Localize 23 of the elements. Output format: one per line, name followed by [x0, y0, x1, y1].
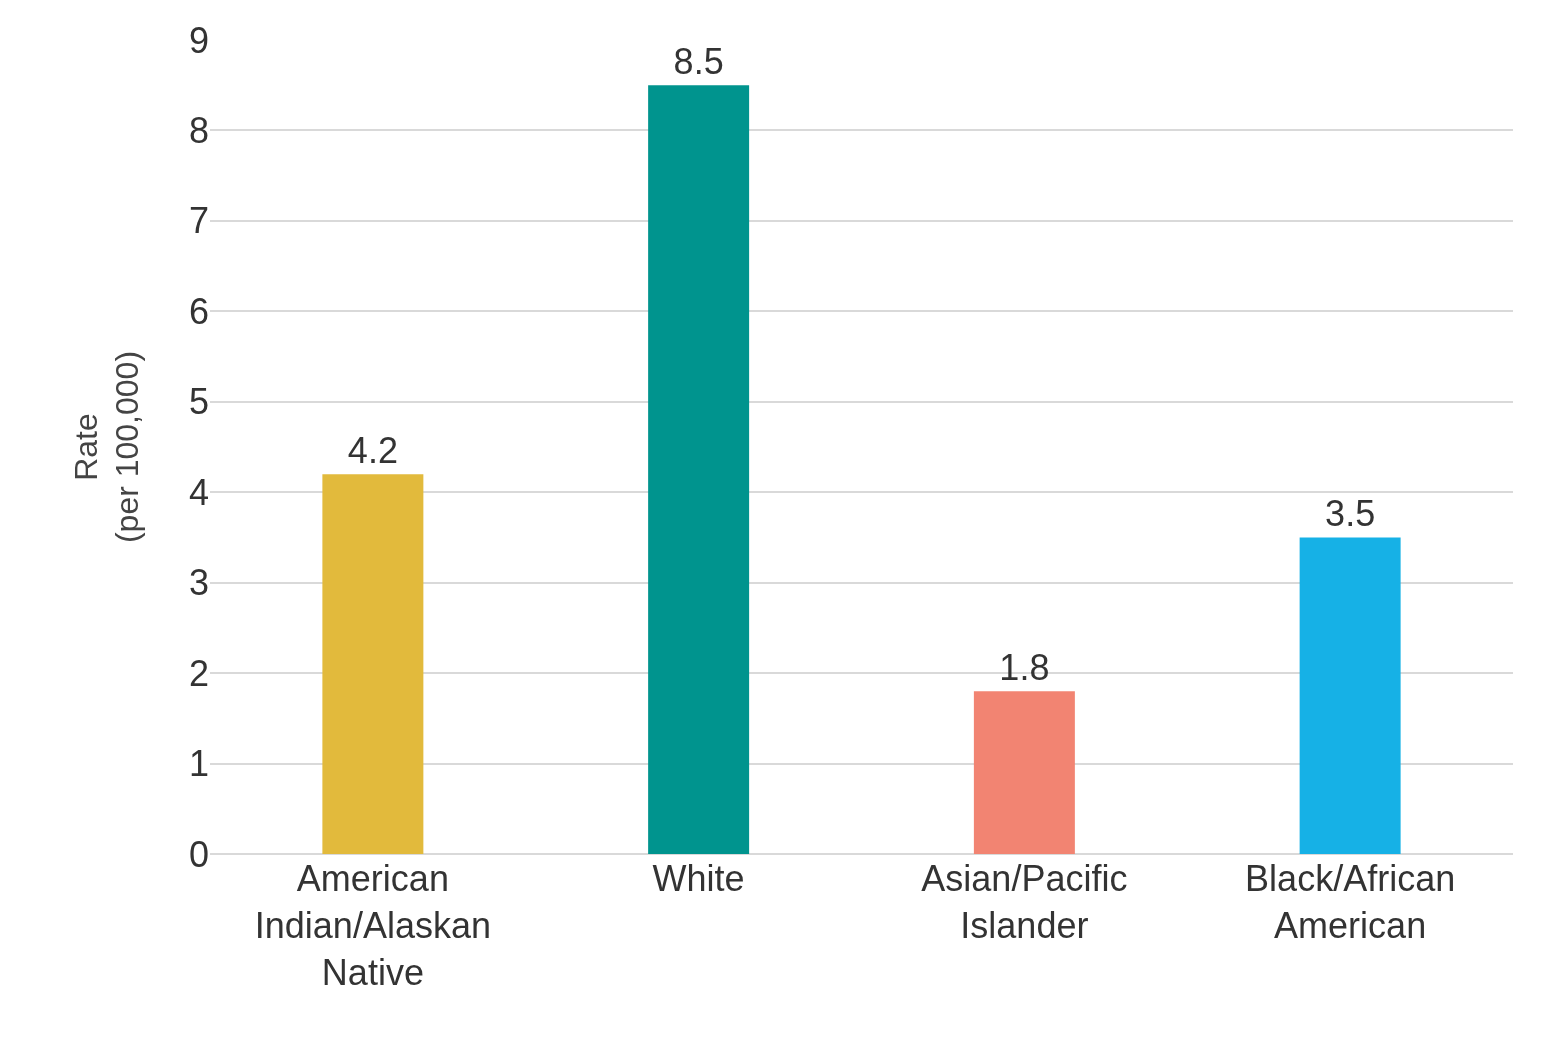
x-tick-label: White	[652, 858, 745, 899]
data-label: 8.5	[673, 41, 724, 83]
y-tick-label: 3	[188, 562, 209, 604]
x-tick-label: Black/African American	[1245, 858, 1456, 946]
bar	[1299, 537, 1401, 854]
bar	[648, 85, 750, 854]
bar	[322, 474, 424, 854]
y-tick-label: 6	[188, 290, 209, 332]
y-tick-label: 8	[188, 110, 209, 152]
data-label: 3.5	[1325, 493, 1376, 535]
y-tick-label: 5	[188, 381, 209, 423]
y-tick-label: 1	[188, 743, 209, 785]
bar	[973, 691, 1075, 854]
y-tick-label: 0	[188, 833, 209, 875]
x-tick-label: Asian/Pacific Islander	[921, 858, 1128, 946]
y-tick-label: 2	[188, 652, 209, 694]
data-label: 1.8	[999, 647, 1050, 689]
y-axis-title: Rate (per 100,000)	[67, 350, 146, 544]
y-tick-label: 9	[188, 19, 209, 61]
y-tick-label: 7	[188, 200, 209, 242]
y-tick-label: 4	[188, 471, 209, 513]
x-tick-label: American Indian/Alaskan Native	[254, 858, 491, 993]
data-label: 4.2	[347, 430, 398, 472]
